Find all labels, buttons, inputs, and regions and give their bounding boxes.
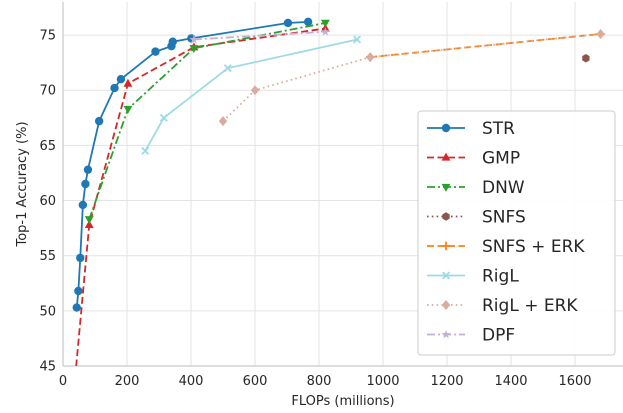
data-point	[320, 19, 330, 28]
legend-marker	[441, 183, 451, 192]
data-point	[168, 37, 177, 46]
series-line	[193, 30, 326, 41]
legend-item: DPF	[427, 326, 515, 346]
legend-marker	[441, 123, 451, 133]
y-tick-label: 55	[39, 249, 56, 264]
legend-marker	[442, 212, 450, 221]
y-tick-label: 70	[39, 84, 56, 99]
legend-label: GMP	[482, 149, 520, 169]
legend-marker	[441, 299, 451, 311]
data-point	[189, 45, 199, 54]
legend-item: STR	[427, 119, 515, 139]
x-tick-label: 600	[243, 374, 268, 389]
x-tick-label: 1200	[430, 374, 463, 389]
legend-item: GMP	[427, 149, 520, 169]
data-point	[353, 35, 362, 44]
data-point	[223, 64, 232, 73]
legend-marker	[441, 152, 451, 161]
x-tick-label: 800	[307, 374, 332, 389]
x-tick-label: 200	[115, 374, 140, 389]
data-point	[321, 27, 330, 36]
x-tick-label: 1000	[366, 374, 399, 389]
x-axis-label: FLOPs (millions)	[291, 394, 394, 409]
data-point	[110, 83, 119, 93]
data-point	[303, 17, 313, 27]
legend-marker	[441, 329, 451, 339]
data-point	[250, 85, 260, 96]
legend-marker	[442, 271, 450, 280]
legend-label: RigL	[482, 267, 519, 287]
series-line	[370, 33, 601, 59]
y-tick-label: 60	[39, 194, 56, 209]
y-axis-label: Top-1 Accuracy (%)	[15, 121, 30, 247]
y-tick-label: 45	[39, 360, 56, 375]
legend-item: RigL	[427, 267, 519, 287]
data-point	[218, 116, 228, 127]
data-point	[283, 18, 293, 28]
data-point	[76, 253, 85, 263]
data-point	[83, 165, 93, 174]
x-tick-label: 400	[179, 374, 204, 389]
y-tick-label: 75	[39, 29, 56, 44]
data-point	[123, 78, 133, 87]
data-point	[141, 146, 150, 155]
data-point	[366, 52, 375, 63]
series-snfs	[582, 54, 590, 63]
data-point	[189, 34, 199, 44]
y-tick-label: 65	[39, 139, 56, 154]
data-point	[94, 116, 104, 126]
legend: STR GMP DNW SNFS SNFS + ERK RigL RigL + ERK DPF	[417, 110, 616, 356]
legend-label: DNW	[482, 178, 525, 198]
legend-item: RigL + ERK	[427, 296, 578, 316]
data-point	[72, 303, 81, 312]
x-tick-label: 1600	[558, 374, 591, 389]
data-point	[78, 200, 88, 210]
data-point	[582, 54, 590, 63]
legend-item: SNFS	[427, 208, 526, 228]
x-tick-label: 0	[59, 374, 67, 389]
data-point	[596, 28, 605, 40]
data-point	[74, 286, 83, 296]
legend-item: DNW	[427, 178, 525, 198]
data-point	[84, 216, 94, 225]
series-rigl-erk	[218, 28, 605, 127]
legend-label: RigL + ERK	[482, 296, 578, 316]
data-point	[81, 179, 90, 189]
legend-item: SNFS + ERK	[427, 237, 585, 257]
legend-label: SNFS + ERK	[482, 237, 585, 257]
legend-label: DPF	[482, 326, 515, 346]
legend-marker	[441, 241, 451, 251]
series-group	[72, 17, 605, 366]
data-point	[123, 105, 133, 114]
data-point	[159, 113, 168, 122]
x-tick-label: 1400	[494, 374, 527, 389]
series-line	[144, 38, 358, 152]
legend-label: STR	[482, 119, 515, 139]
legend-label: SNFS	[482, 208, 526, 228]
series-rigl	[141, 35, 362, 155]
legend-box	[417, 110, 616, 356]
data-point	[151, 47, 160, 56]
axes: 0 200 400 600 800 1000 1200 1400 1600 45 50 55 60 65 7…	[39, 2, 623, 389]
data-point	[116, 75, 126, 84]
series-dpf	[189, 27, 330, 44]
y-tick-label: 50	[39, 304, 56, 319]
